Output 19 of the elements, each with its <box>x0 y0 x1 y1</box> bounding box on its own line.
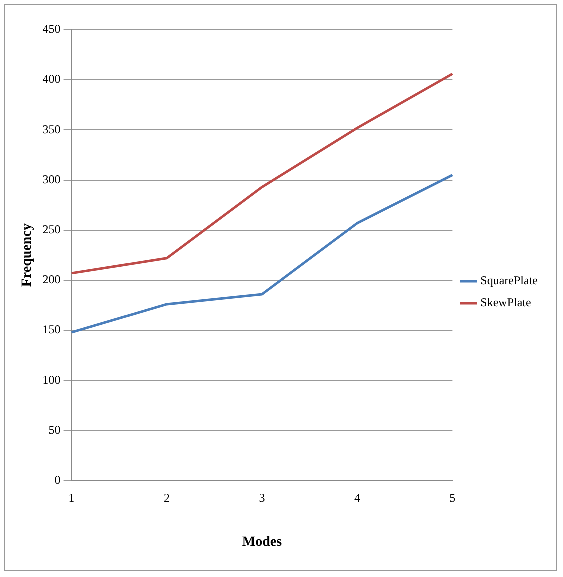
y-tick-label: 300 <box>42 172 61 186</box>
x-tick-label: 3 <box>259 491 266 506</box>
y-tick-label: 200 <box>42 272 61 287</box>
y-axis-title: Frequency <box>20 224 36 288</box>
x-axis-title: Modes <box>242 535 283 550</box>
x-tick-label: 1 <box>68 491 75 506</box>
y-tick-label: 50 <box>48 422 61 437</box>
y-tick-label: 400 <box>42 72 61 86</box>
y-tick-label: 100 <box>42 372 61 387</box>
y-tick-label: 250 <box>42 222 61 237</box>
y-tick-label: 450 <box>42 22 61 36</box>
legend-label: SkewPlate <box>480 296 532 310</box>
y-tick-label: 350 <box>42 122 61 136</box>
x-tick-label: 2 <box>164 491 170 506</box>
legend-label: SquarePlate <box>480 274 538 288</box>
y-tick-label: 150 <box>42 322 61 337</box>
y-tick-label: 0 <box>54 472 61 487</box>
x-tick-label: 5 <box>450 491 456 506</box>
x-tick-label: 4 <box>354 491 360 506</box>
